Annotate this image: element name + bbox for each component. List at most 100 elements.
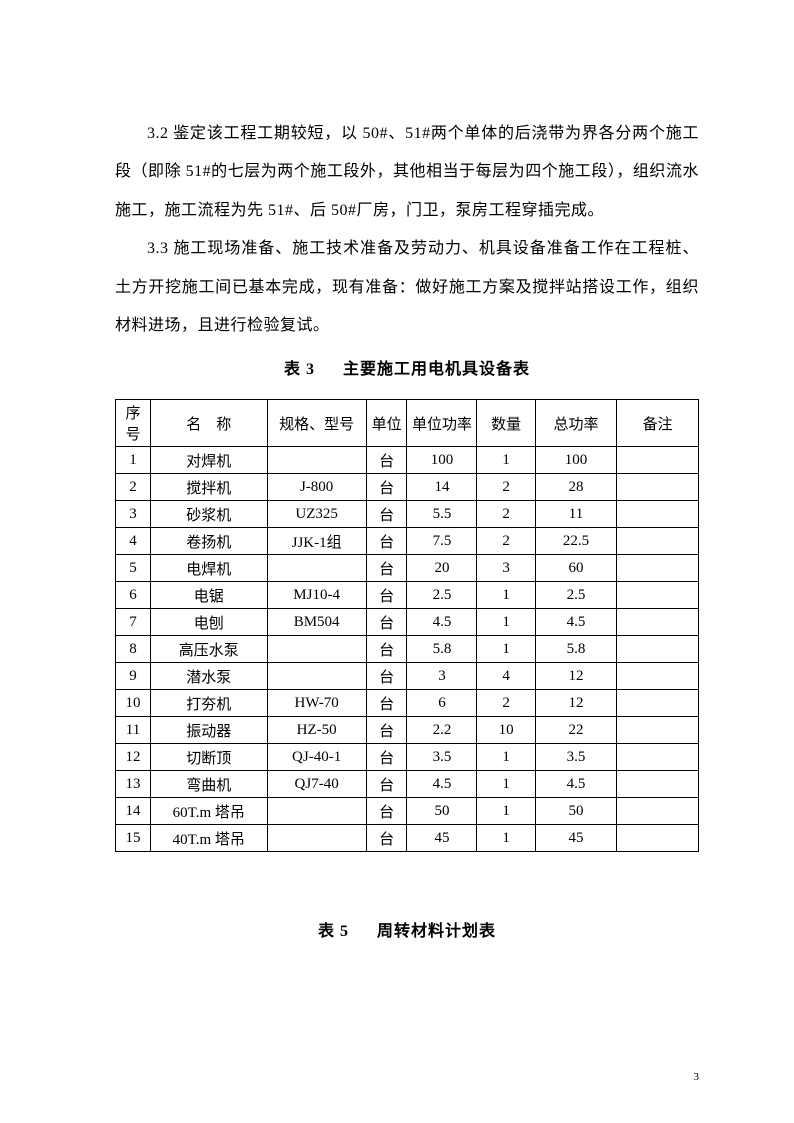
col-seq-header: 序号: [116, 400, 151, 447]
table-row: 3 砂浆机 UZ325 台 5.5 2 11: [116, 501, 699, 528]
cell-spec: BM504: [267, 609, 366, 636]
table3-title: 表 3主要施工用电机具设备表: [115, 355, 699, 379]
table3-title-num: 表 3: [284, 361, 315, 378]
cell-name: 60T.m 塔吊: [150, 798, 267, 825]
cell-power: 4.5: [407, 771, 477, 798]
cell-total: 4.5: [535, 609, 617, 636]
cell-seq: 3: [116, 501, 151, 528]
cell-unit: 台: [366, 717, 407, 744]
cell-name: 潜水泵: [150, 663, 267, 690]
cell-unit: 台: [366, 582, 407, 609]
table-row: 10 打夯机 HW-70 台 6 2 12: [116, 690, 699, 717]
table-row: 6 电锯 MJ10-4 台 2.5 1 2.5: [116, 582, 699, 609]
cell-qty: 2: [477, 501, 535, 528]
cell-seq: 6: [116, 582, 151, 609]
cell-seq: 1: [116, 447, 151, 474]
equipment-table-body: 1 对焊机 台 100 1 100 2 搅拌机 J-800 台 14 2 28 …: [116, 447, 699, 852]
page-number: 3: [694, 1071, 700, 1083]
cell-note: [617, 555, 699, 582]
cell-spec: J-800: [267, 474, 366, 501]
cell-name: 切断顶: [150, 744, 267, 771]
paragraph-3-3: 3.3 施工现场准备、施工技术准备及劳动力、机具设备准备工作在工程桩、土方开挖施…: [115, 230, 699, 345]
cell-power: 45: [407, 825, 477, 852]
cell-qty: 2: [477, 528, 535, 555]
col-spec-header: 规格、型号: [267, 400, 366, 447]
cell-unit: 台: [366, 609, 407, 636]
cell-seq: 8: [116, 636, 151, 663]
cell-qty: 1: [477, 825, 535, 852]
cell-unit: 台: [366, 447, 407, 474]
cell-spec: JJK-1组: [267, 528, 366, 555]
table-row: 7 电刨 BM504 台 4.5 1 4.5: [116, 609, 699, 636]
table-row: 15 40T.m 塔吊 台 45 1 45: [116, 825, 699, 852]
cell-unit: 台: [366, 798, 407, 825]
cell-spec: HZ-50: [267, 717, 366, 744]
table-row: 14 60T.m 塔吊 台 50 1 50: [116, 798, 699, 825]
cell-seq: 13: [116, 771, 151, 798]
table-row: 4 卷扬机 JJK-1组 台 7.5 2 22.5: [116, 528, 699, 555]
cell-name: 弯曲机: [150, 771, 267, 798]
cell-total: 11: [535, 501, 617, 528]
table-row: 11 振动器 HZ-50 台 2.2 10 22: [116, 717, 699, 744]
cell-power: 7.5: [407, 528, 477, 555]
cell-name: 砂浆机: [150, 501, 267, 528]
cell-spec: HW-70: [267, 690, 366, 717]
cell-unit: 台: [366, 474, 407, 501]
cell-note: [617, 825, 699, 852]
cell-unit: 台: [366, 528, 407, 555]
cell-total: 45: [535, 825, 617, 852]
cell-name: 打夯机: [150, 690, 267, 717]
cell-unit: 台: [366, 825, 407, 852]
cell-spec: UZ325: [267, 501, 366, 528]
cell-power: 5.5: [407, 501, 477, 528]
cell-qty: 2: [477, 690, 535, 717]
cell-total: 2.5: [535, 582, 617, 609]
cell-qty: 1: [477, 447, 535, 474]
cell-note: [617, 717, 699, 744]
cell-seq: 10: [116, 690, 151, 717]
cell-name: 高压水泵: [150, 636, 267, 663]
cell-total: 28: [535, 474, 617, 501]
table-row: 13 弯曲机 QJ7-40 台 4.5 1 4.5: [116, 771, 699, 798]
col-note-header: 备注: [617, 400, 699, 447]
cell-unit: 台: [366, 501, 407, 528]
cell-name: 卷扬机: [150, 528, 267, 555]
col-unit-header: 单位: [366, 400, 407, 447]
cell-seq: 2: [116, 474, 151, 501]
table-row: 5 电焊机 台 20 3 60: [116, 555, 699, 582]
cell-total: 22: [535, 717, 617, 744]
cell-spec: MJ10-4: [267, 582, 366, 609]
cell-power: 3.5: [407, 744, 477, 771]
cell-qty: 1: [477, 771, 535, 798]
cell-total: 100: [535, 447, 617, 474]
cell-seq: 14: [116, 798, 151, 825]
cell-note: [617, 501, 699, 528]
cell-qty: 1: [477, 744, 535, 771]
cell-name: 电焊机: [150, 555, 267, 582]
cell-name: 40T.m 塔吊: [150, 825, 267, 852]
cell-total: 60: [535, 555, 617, 582]
cell-total: 4.5: [535, 771, 617, 798]
cell-note: [617, 798, 699, 825]
cell-note: [617, 582, 699, 609]
cell-qty: 4: [477, 663, 535, 690]
col-power-header: 单位功率: [407, 400, 477, 447]
cell-total: 50: [535, 798, 617, 825]
cell-total: 5.8: [535, 636, 617, 663]
cell-spec: [267, 825, 366, 852]
table5-title: 表 5周转材料计划表: [115, 917, 699, 941]
cell-power: 2.5: [407, 582, 477, 609]
cell-total: 12: [535, 663, 617, 690]
cell-spec: [267, 663, 366, 690]
col-qty-header: 数量: [477, 400, 535, 447]
paragraph-3-2: 3.2 鉴定该工程工期较短，以 50#、51#两个单体的后浇带为界各分两个施工段…: [115, 115, 699, 230]
cell-note: [617, 690, 699, 717]
table-row: 1 对焊机 台 100 1 100: [116, 447, 699, 474]
cell-unit: 台: [366, 744, 407, 771]
cell-name: 对焊机: [150, 447, 267, 474]
cell-spec: [267, 555, 366, 582]
cell-seq: 12: [116, 744, 151, 771]
cell-note: [617, 609, 699, 636]
cell-power: 3: [407, 663, 477, 690]
cell-qty: 3: [477, 555, 535, 582]
